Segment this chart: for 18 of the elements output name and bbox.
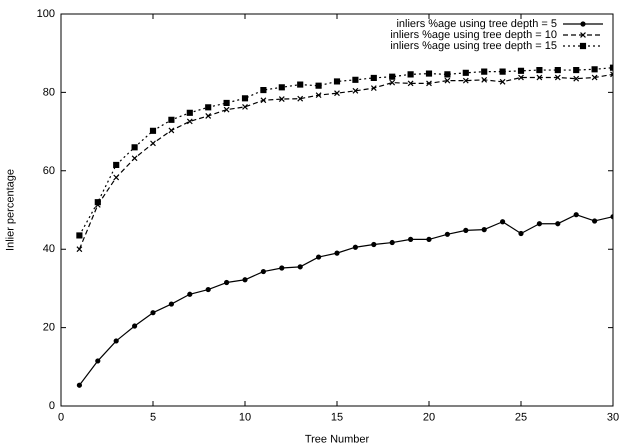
legend-label: inliers %age using tree depth = 5 bbox=[396, 18, 557, 30]
y-tick-label: 60 bbox=[42, 164, 55, 177]
x-tick-label: 0 bbox=[58, 412, 64, 424]
y-tick-label: 40 bbox=[42, 243, 55, 256]
y-tick-label: 100 bbox=[36, 8, 55, 20]
y-tick-label: 0 bbox=[48, 400, 55, 412]
x-tick-label: 30 bbox=[606, 412, 620, 424]
legend-label: inliers %age using tree depth = 15 bbox=[390, 40, 557, 52]
x-tick-label: 20 bbox=[422, 412, 436, 424]
x-tick-label: 25 bbox=[514, 412, 528, 424]
y-axis-title: Inlier percentage bbox=[4, 169, 17, 251]
x-tick-label: 15 bbox=[330, 412, 344, 424]
x-tick-label: 5 bbox=[150, 412, 156, 424]
x-axis-title: Tree Number bbox=[304, 433, 370, 446]
legend-label: inliers %age using tree depth = 10 bbox=[390, 29, 557, 42]
y-tick-label: 20 bbox=[42, 322, 55, 334]
y-tick-label: 80 bbox=[42, 86, 55, 98]
x-tick-label: 10 bbox=[238, 412, 252, 424]
